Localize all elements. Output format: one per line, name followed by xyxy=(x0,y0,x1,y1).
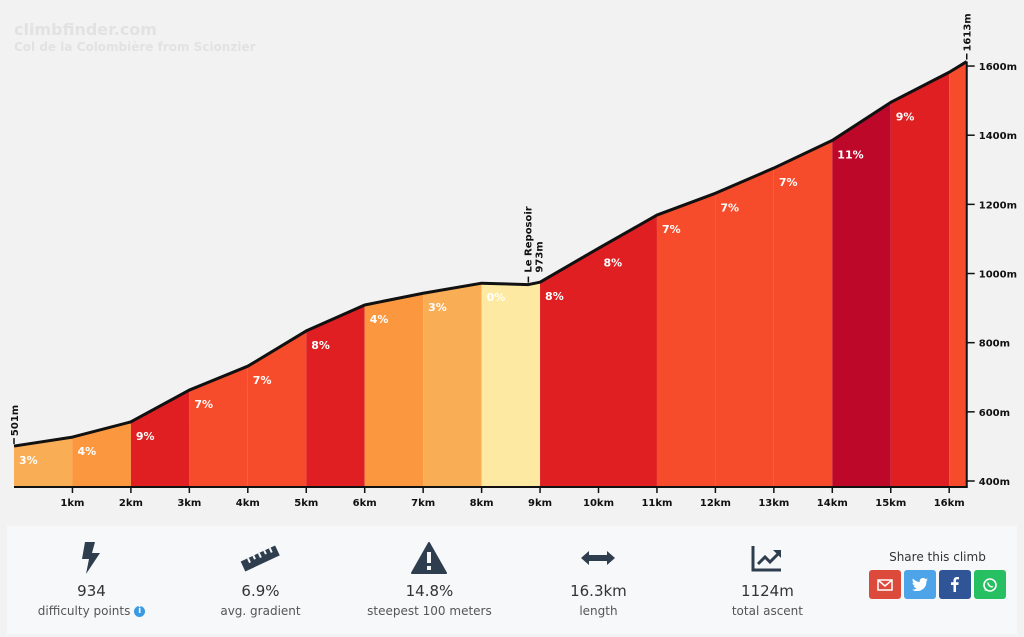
info-icon[interactable]: i xyxy=(134,606,146,617)
segment-gradient-label: 9% xyxy=(896,110,915,123)
segment-gradient-label: 8% xyxy=(604,256,623,269)
stat-difficulty: 934 difficulty points i xyxy=(7,526,176,634)
share-whatsapp-button[interactable] xyxy=(973,570,1006,599)
x-tick-label: 15km xyxy=(875,498,906,509)
x-tick-label: 5km xyxy=(294,498,318,509)
elevation-profile-chart: 3% 4% 9% 7% 7% 8% 4% 3% 0% 8% 8% 7% 7% 7% 11% 9% 1km 2km 3… xyxy=(10,13,1017,509)
gradient-segment xyxy=(715,168,774,487)
arrows-horizontal-icon xyxy=(514,538,683,578)
stat-value: 16.3km xyxy=(570,582,627,600)
x-tick-label: 6km xyxy=(353,498,377,509)
x-tick-label: 7km xyxy=(411,498,435,509)
annotation-label: 1613m xyxy=(963,13,974,51)
gradient-segment xyxy=(656,193,716,487)
stat-value: 934 xyxy=(77,582,106,600)
stat-value: 14.8% xyxy=(405,582,454,600)
segment-gradient-label: 0% xyxy=(487,291,506,304)
x-tick-label: 12km xyxy=(700,498,731,509)
segment-gradient-label: 7% xyxy=(720,201,739,214)
stat-total-ascent: 1124m total ascent xyxy=(683,526,852,634)
segment-gradient-label: 11% xyxy=(837,148,863,161)
stat-label: avg. gradient xyxy=(220,604,301,618)
x-tick-label: 14km xyxy=(817,498,848,509)
segment-gradient-label: 9% xyxy=(136,430,155,443)
share-title: Share this climb xyxy=(889,550,986,564)
envelope-icon xyxy=(877,578,893,591)
stat-label: length xyxy=(579,604,618,618)
lightning-icon xyxy=(7,538,176,578)
gradient-segment xyxy=(247,330,307,487)
gradient-segment xyxy=(189,366,248,487)
profile-line xyxy=(13,60,968,448)
segment-gradient-label: 7% xyxy=(662,223,681,236)
annotation-label: Le Reposoir xyxy=(523,206,534,272)
gradient-segment xyxy=(72,421,131,487)
segment-gradient-label: 4% xyxy=(370,313,389,326)
segment-gradient-label: 4% xyxy=(77,445,96,458)
segment-gradient-label: 7% xyxy=(253,374,272,387)
stat-length: 16.3km length xyxy=(514,526,683,634)
gradient-segment xyxy=(540,248,599,487)
y-tick-label: 1200m xyxy=(979,200,1017,211)
share-facebook-button[interactable] xyxy=(938,570,971,599)
segment-gradient-label: 7% xyxy=(779,176,798,189)
x-tick-label: 11km xyxy=(641,498,672,509)
annotation-label: 501m xyxy=(10,405,21,436)
y-tick-label: 800m xyxy=(979,339,1010,350)
gradient-segment xyxy=(598,215,657,487)
x-tick-label: 3km xyxy=(177,498,201,509)
stat-label: total ascent xyxy=(731,604,803,618)
stats-bar: 934 difficulty points i 6.9% avg. gradie… xyxy=(7,526,1017,634)
chart-up-icon xyxy=(683,538,852,578)
x-tick-label: 8km xyxy=(470,498,494,509)
gradient-segment xyxy=(364,293,424,487)
stat-label: steepest 100 meters xyxy=(367,604,492,618)
whatsapp-icon xyxy=(983,577,997,592)
segment-gradient-label: 8% xyxy=(311,339,330,352)
gradient-segment xyxy=(423,283,482,487)
x-tick-label: 16km xyxy=(934,498,965,509)
annotation-elevation: 973m xyxy=(534,241,545,272)
stat-label: difficulty points xyxy=(37,604,131,618)
y-tick-label: 600m xyxy=(979,408,1010,419)
share-twitter-button[interactable] xyxy=(903,570,936,599)
gradient-segment xyxy=(949,61,967,487)
share-section: Share this climb xyxy=(858,526,1017,634)
x-tick-label: 4km xyxy=(236,498,260,509)
gradient-segment xyxy=(832,102,891,487)
y-tick-label: 400m xyxy=(979,477,1010,488)
gradient-segment xyxy=(773,140,833,487)
x-tick-label: 13km xyxy=(758,498,789,509)
segment-gradient-label: 3% xyxy=(19,454,38,467)
segment-gradient-label: 8% xyxy=(545,290,564,303)
gradient-segment xyxy=(481,282,541,487)
x-tick-label: 10km xyxy=(583,498,614,509)
segment-gradient-label: 3% xyxy=(428,301,447,314)
stat-steepest: 14.8% steepest 100 meters xyxy=(345,526,514,634)
facebook-icon xyxy=(950,577,959,592)
y-tick-label: 1400m xyxy=(979,131,1017,142)
y-tick-label: 1600m xyxy=(979,62,1017,73)
stat-value: 1124m xyxy=(741,582,794,600)
x-tick-label: 1km xyxy=(60,498,84,509)
gradient-segment xyxy=(14,437,73,487)
brand-watermark: climbfinder.com xyxy=(14,20,157,39)
climb-title: Col de la Colombière from Scionzier xyxy=(14,40,256,54)
ruler-icon xyxy=(176,538,345,578)
segment-gradient-label: 7% xyxy=(194,398,213,411)
twitter-icon xyxy=(911,578,928,591)
gradient-segment xyxy=(890,72,950,487)
stat-avg-gradient: 6.9% avg. gradient xyxy=(176,526,345,634)
gradient-segment xyxy=(306,304,365,487)
warning-icon xyxy=(345,538,514,578)
share-email-button[interactable] xyxy=(868,570,901,599)
x-tick-label: 2km xyxy=(119,498,143,509)
y-tick-label: 1000m xyxy=(979,270,1017,281)
stat-value: 6.9% xyxy=(241,582,280,600)
x-tick-label: 9km xyxy=(528,498,552,509)
